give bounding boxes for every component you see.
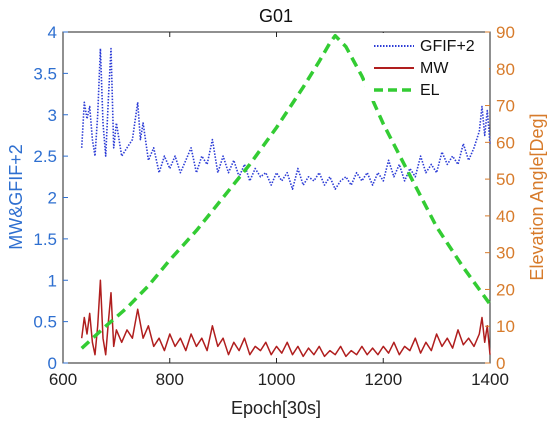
- x-axis: 600 800 1000 1200 1400: [49, 32, 509, 389]
- series-line-el: [80, 33, 492, 350]
- chart-title: G01: [259, 6, 293, 26]
- x-tick-label: 1000: [258, 370, 296, 389]
- y-right-tick-label: 70: [496, 97, 515, 116]
- y-axis-left: 0 0.5 1 1.5 2 2.5 3 3.5 4: [33, 23, 68, 373]
- y-axis-left-label: MW&GFIF+2: [6, 144, 26, 250]
- y-left-tick-label: 2: [48, 189, 57, 208]
- y-left-tick-label: 1.5: [33, 230, 57, 249]
- y-right-tick-label: 20: [496, 280, 515, 299]
- y-left-tick-label: 4: [48, 23, 57, 42]
- y-right-tick-label: 40: [496, 207, 515, 226]
- y-right-tick-label: 30: [496, 244, 515, 263]
- y-right-tick-label: 80: [496, 60, 515, 79]
- y-left-tick-label: 0.5: [33, 313, 57, 332]
- legend-label-el: EL: [420, 82, 440, 99]
- y-right-tick-label: 0: [496, 354, 505, 373]
- x-tick-label: 600: [49, 370, 77, 389]
- y-right-tick-label: 10: [496, 317, 515, 336]
- series-line-mw: [80, 279, 491, 358]
- x-tick-label: 1200: [364, 370, 402, 389]
- y-right-tick-label: 60: [496, 133, 515, 152]
- y-right-tick-label: 50: [496, 170, 515, 189]
- series-layer: [80, 33, 492, 358]
- y-left-tick-label: 3.5: [33, 64, 57, 83]
- y-left-tick-label: 2.5: [33, 147, 57, 166]
- y-left-tick-label: 3: [48, 106, 57, 125]
- y-axis-right-label: Elevation Angle[Deg]: [527, 113, 547, 280]
- series-line-gfif-2: [80, 47, 491, 190]
- y-left-tick-label: 1: [48, 271, 57, 290]
- legend: GFIF+2 MW EL: [365, 33, 489, 101]
- x-tick-label: 800: [156, 370, 184, 389]
- y-axis-right: 0 10 20 30 40 50 60 70 80 90: [485, 23, 515, 373]
- x-tick-label: 1400: [471, 370, 509, 389]
- x-axis-label: Epoch[30s]: [231, 398, 321, 418]
- legend-label-mw: MW: [420, 60, 449, 77]
- y-right-tick-label: 90: [496, 23, 515, 42]
- legend-label-gfif: GFIF+2: [420, 38, 475, 55]
- y-left-tick-label: 0: [48, 354, 57, 373]
